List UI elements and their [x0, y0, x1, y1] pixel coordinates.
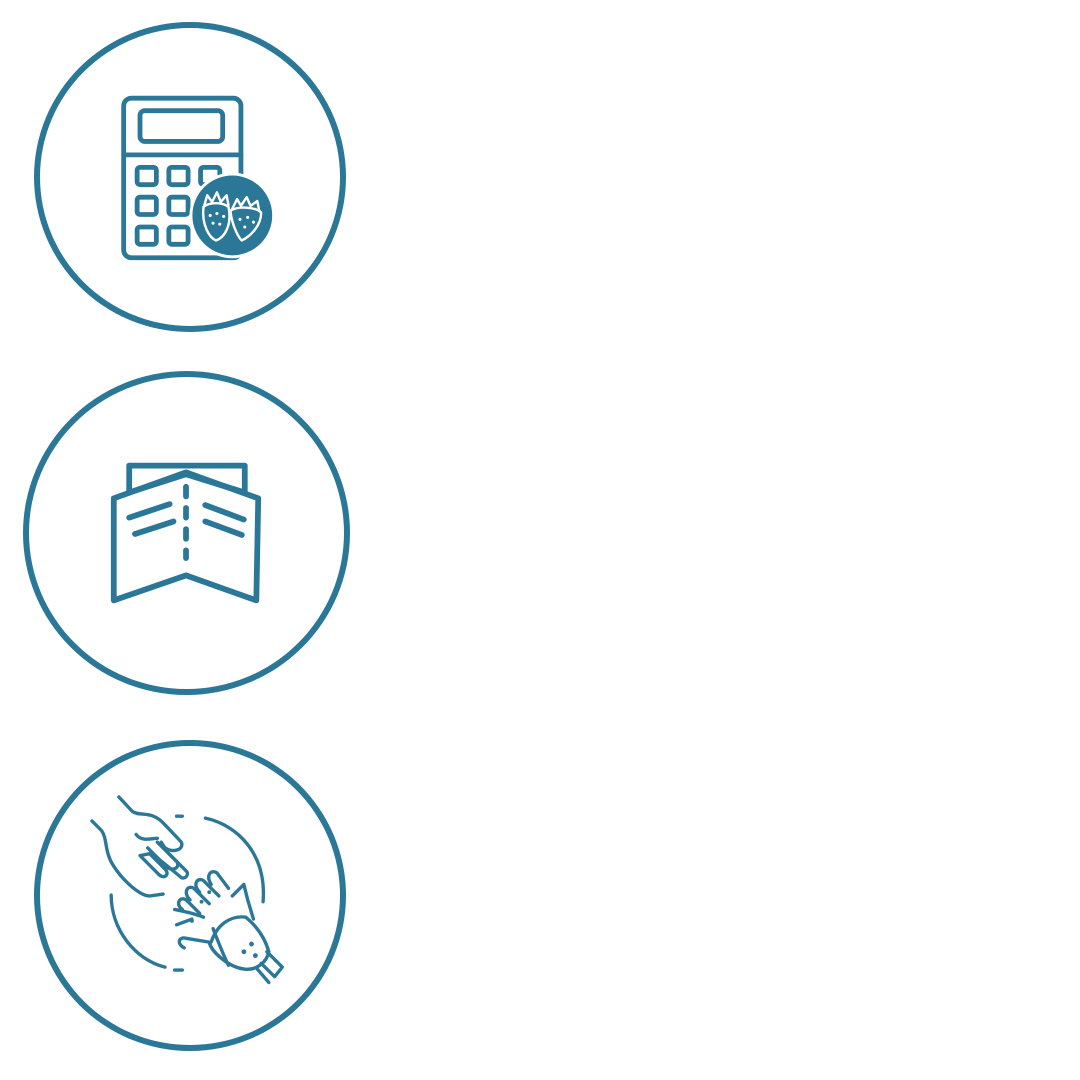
blank-area [380, 0, 1080, 1080]
calculator-badge [34, 22, 346, 332]
calculator-strawberry-icon [121, 95, 276, 261]
book-badge [23, 371, 350, 695]
handshake-badge [34, 740, 346, 1051]
handshake-robot-icon [90, 795, 284, 985]
open-book-icon [110, 462, 262, 604]
